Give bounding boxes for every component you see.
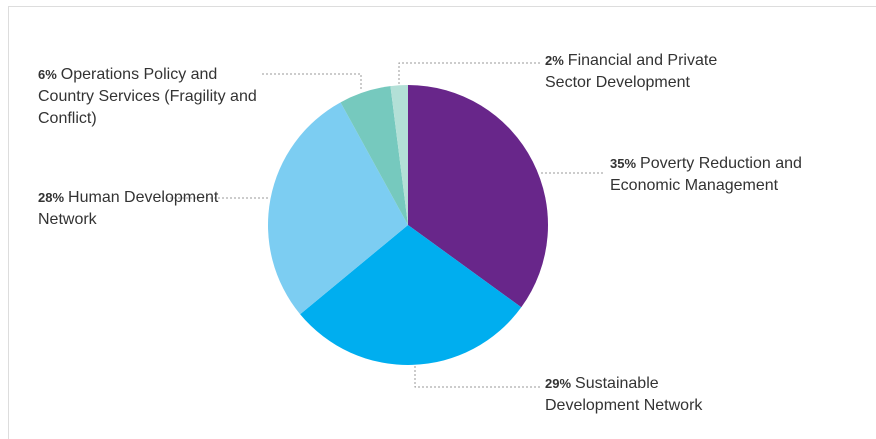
pie-slice <box>340 86 408 225</box>
category-label: Human Development Network <box>38 189 219 228</box>
percent-label: 35% <box>610 156 637 171</box>
pie-slice <box>268 102 408 315</box>
slice-label: 28% Human Development Network <box>38 187 248 231</box>
category-label: Financial and Private Sector Development <box>545 52 718 91</box>
leader-line <box>398 62 540 84</box>
slice-label: 29% Sustainable Development Network <box>545 373 745 417</box>
pie-slice <box>390 85 408 225</box>
category-label: Poverty Reduction and Economic Managemen… <box>610 155 802 194</box>
leader-line <box>262 73 362 90</box>
percent-label: 29% <box>545 376 572 391</box>
category-label: Sustainable Development Network <box>545 375 703 414</box>
percent-label: 2% <box>545 53 564 68</box>
slice-label: 2% Financial and Private Sector Developme… <box>545 50 765 94</box>
pie-slice <box>300 225 522 366</box>
category-label: Operations Policy and Country Services (… <box>38 66 257 127</box>
percent-label: 6% <box>38 67 57 82</box>
frame <box>8 6 876 439</box>
slice-label: 6% Operations Policy and Country Services… <box>38 64 268 130</box>
percent-label: 28% <box>38 190 65 205</box>
slice-label: 35% Poverty Reduction and Economic Manage… <box>610 153 850 197</box>
leader-line <box>414 366 541 388</box>
pie-slice <box>408 85 548 308</box>
